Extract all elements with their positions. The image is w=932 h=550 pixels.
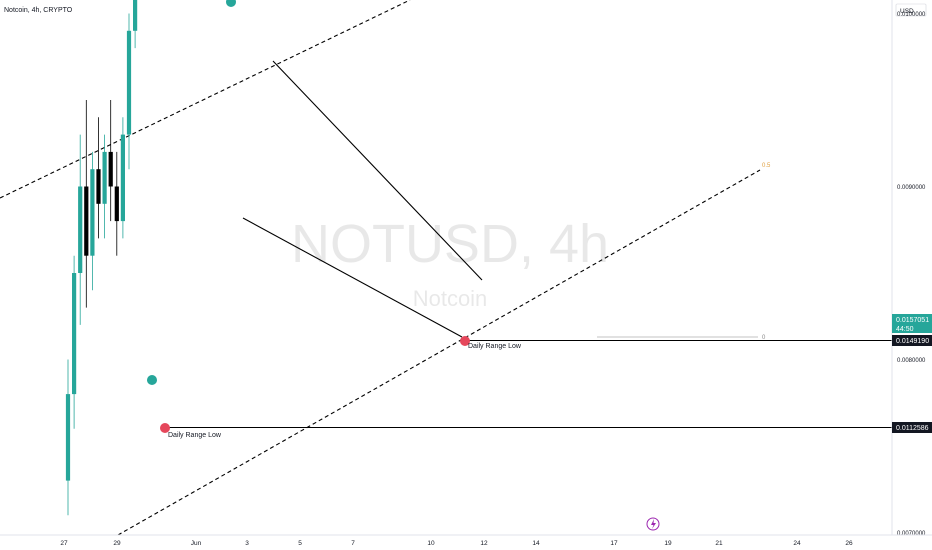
candle-body — [90, 169, 95, 256]
candle-body — [133, 0, 138, 31]
price-tick-label: 0.0100000 — [897, 12, 926, 18]
time-tick-label: 26 — [845, 540, 853, 547]
candle — [126, 13, 132, 170]
candle-body — [84, 186, 89, 256]
candle — [108, 100, 113, 222]
candle-body — [72, 273, 77, 395]
wedge-upper-line — [272, 60, 483, 281]
candle-body — [120, 134, 125, 222]
time-tick-label: 14 — [532, 540, 540, 547]
currency-badge[interactable]: USD — [895, 3, 927, 17]
time-tick-label: 21 — [715, 540, 723, 547]
time-tick-label: 24 — [793, 540, 801, 547]
level-2-value: 0.0112586 — [896, 425, 929, 432]
daily-range-low-label-1: Daily Range Low — [168, 432, 222, 439]
countdown-value: 44:50 — [896, 326, 914, 333]
candle-body — [96, 169, 101, 204]
candle — [90, 151, 95, 291]
currency-label: USD — [900, 8, 914, 15]
candles-layer — [65, 0, 138, 516]
watermark-name: Notcoin — [413, 286, 488, 311]
time-tick-label: 5 — [298, 540, 302, 547]
time-tick-label: 17 — [610, 540, 618, 547]
low-marker — [460, 336, 470, 346]
high-marker — [226, 0, 236, 7]
candle-body — [126, 30, 132, 135]
wedge-lower-line — [242, 217, 463, 338]
daily-range-low-label-2: Daily Range Low — [468, 343, 522, 350]
candle — [96, 117, 101, 239]
current-price-value: 0.0157051 — [896, 317, 929, 324]
time-tick-label: 19 — [664, 540, 672, 547]
candle-body — [78, 186, 83, 273]
candle — [78, 134, 83, 325]
candle — [120, 117, 125, 239]
candle — [114, 151, 119, 256]
lightning-icon[interactable] — [646, 517, 660, 531]
candle — [72, 255, 77, 429]
price-tick-label: 0.0090000 — [897, 185, 926, 191]
candle-body — [114, 186, 119, 222]
time-tick-label: 10 — [427, 540, 435, 547]
time-tick-label: 12 — [480, 540, 488, 547]
candle — [65, 359, 71, 516]
markers-layer — [147, 0, 470, 433]
chart-title: Notcoin, 4h, CRYPTO — [4, 7, 73, 14]
high-marker — [147, 375, 157, 385]
time-tick-label: 27 — [60, 540, 68, 547]
price-axis[interactable]: USD 0.02800000.02700000.02600000.0250000… — [891, 0, 932, 537]
time-tick-label: 29 — [113, 540, 121, 547]
fib-0-label: 0 — [762, 335, 766, 341]
candle — [133, 0, 138, 49]
candle — [84, 100, 89, 308]
channel-upper-line — [0, 0, 411, 199]
low-marker — [160, 423, 170, 433]
candle-body — [102, 151, 107, 204]
fib-05-label: 0.5 — [762, 163, 771, 169]
level-2-box: 0.0112586 — [892, 422, 932, 433]
zones-layer — [597, 336, 758, 338]
time-tick-label: 7 — [351, 540, 355, 547]
current-price-box: 0.0157051 44:50 — [892, 314, 932, 333]
time-axis[interactable]: 27 29 Jun 3 5 7 10 12 14 17 19 21 24 26 — [0, 534, 932, 550]
time-tick-label: Jun — [191, 540, 202, 547]
candle-body — [65, 394, 71, 481]
watermark-symbol: NOTUSD, 4h — [291, 214, 609, 274]
price-tick-label: 0.0080000 — [897, 358, 926, 364]
time-tick-label: 3 — [245, 540, 249, 547]
level-1-box: 0.0149190 — [892, 335, 932, 346]
drawings-layer — [0, 0, 892, 536]
candle — [102, 134, 107, 239]
candle-body — [108, 151, 113, 187]
price-tick-label: 0.0070000 — [897, 531, 926, 537]
level-1-value: 0.0149190 — [896, 338, 929, 345]
